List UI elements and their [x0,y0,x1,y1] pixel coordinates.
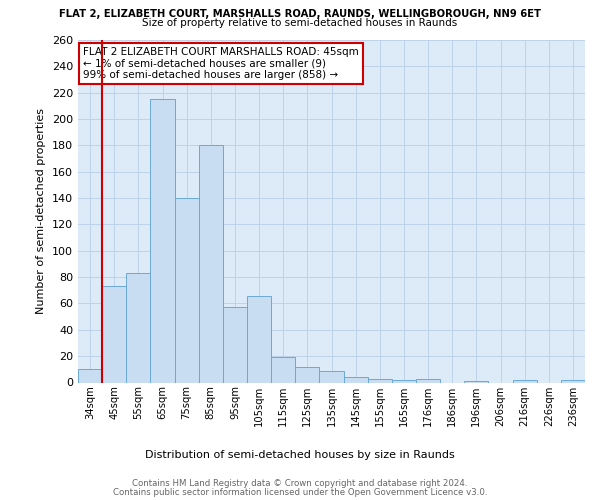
Bar [295,366,319,382]
Bar [199,146,223,382]
Bar [512,380,537,382]
Text: Contains HM Land Registry data © Crown copyright and database right 2024.: Contains HM Land Registry data © Crown c… [132,479,468,488]
Bar [271,358,295,382]
Bar [561,380,585,382]
Text: Contains public sector information licensed under the Open Government Licence v3: Contains public sector information licen… [113,488,487,497]
Text: Size of property relative to semi-detached houses in Raunds: Size of property relative to semi-detach… [142,18,458,28]
Text: FLAT 2 ELIZABETH COURT MARSHALLS ROAD: 45sqm
← 1% of semi-detached houses are sm: FLAT 2 ELIZABETH COURT MARSHALLS ROAD: 4… [83,47,359,80]
Text: FLAT 2, ELIZABETH COURT, MARSHALLS ROAD, RAUNDS, WELLINGBOROUGH, NN9 6ET: FLAT 2, ELIZABETH COURT, MARSHALLS ROAD,… [59,9,541,19]
Bar [416,378,440,382]
Bar [392,380,416,382]
Bar [319,370,344,382]
Bar [175,198,199,382]
Bar [78,370,102,382]
Bar [126,273,151,382]
Y-axis label: Number of semi-detached properties: Number of semi-detached properties [37,108,46,314]
Text: Distribution of semi-detached houses by size in Raunds: Distribution of semi-detached houses by … [145,450,455,460]
Bar [102,286,126,382]
Bar [223,308,247,382]
Bar [368,378,392,382]
Bar [344,377,368,382]
Bar [247,296,271,382]
Bar [151,100,175,383]
Bar [464,381,488,382]
